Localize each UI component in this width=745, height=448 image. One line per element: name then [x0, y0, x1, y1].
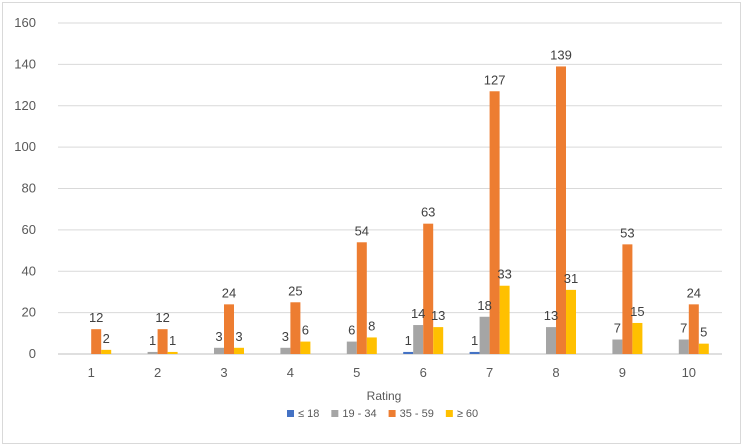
- bar-4-7: [499, 285, 510, 354]
- x-tick-label: 10: [682, 365, 696, 380]
- bar-2-4: [280, 347, 291, 354]
- x-axis-ticks: 1 2 3 4 5 6 7 8 9 10: [88, 365, 696, 380]
- bars: [91, 66, 709, 355]
- data-label: 8: [368, 318, 375, 333]
- y-tick-label: 120: [14, 98, 36, 113]
- data-label: 127: [484, 72, 506, 87]
- data-label: 1: [471, 333, 478, 348]
- bar-3-9: [622, 244, 633, 354]
- data-label: 7: [614, 321, 621, 336]
- bar-2-10: [678, 339, 689, 354]
- bar-3-1: [91, 329, 102, 354]
- legend: ≤ 18 19 - 34 35 - 59 ≥ 60: [287, 408, 478, 420]
- data-label: 12: [89, 310, 103, 325]
- chart-frame: [2, 2, 741, 444]
- x-tick-label: 1: [88, 365, 95, 380]
- data-label: 25: [288, 283, 302, 298]
- x-tick-label: 7: [486, 365, 493, 380]
- data-label: 14: [411, 306, 425, 321]
- y-axis-ticks: 0 20 40 60 80 100 120 140 160: [14, 15, 36, 361]
- legend-swatch: [331, 410, 339, 417]
- legend-swatch: [388, 410, 396, 417]
- x-tick-label: 9: [619, 365, 626, 380]
- y-tick-label: 160: [14, 15, 36, 30]
- y-tick-label: 60: [22, 222, 36, 237]
- data-label: 6: [348, 323, 355, 338]
- bar-4-4: [300, 341, 311, 354]
- data-label: 7: [680, 321, 687, 336]
- bar-4-2: [167, 351, 178, 354]
- legend-label: ≤ 18: [298, 408, 319, 420]
- bar-4-1: [101, 349, 112, 354]
- legend-swatch: [287, 410, 294, 417]
- bar-2-6: [413, 325, 424, 354]
- bar-2-2: [147, 351, 158, 354]
- bar-3-2: [157, 329, 168, 354]
- bar-3-4: [290, 302, 301, 354]
- legend-label: ≥ 60: [457, 408, 478, 420]
- bar-1-6: [403, 351, 414, 354]
- y-tick-label: 40: [22, 263, 36, 278]
- y-tick-label: 80: [22, 181, 36, 196]
- bar-2-3: [214, 347, 224, 354]
- legend-label: 35 - 59: [400, 408, 434, 420]
- data-label: 33: [497, 267, 511, 282]
- bar-4-10: [698, 343, 709, 354]
- data-label: 3: [282, 329, 289, 344]
- data-label: 6: [302, 323, 309, 338]
- legend-label: 19 - 34: [342, 408, 376, 420]
- data-label: 18: [477, 298, 491, 313]
- x-tick-label: 6: [420, 365, 427, 380]
- data-label: 3: [235, 329, 242, 344]
- data-label: 5: [700, 325, 707, 340]
- data-label: 31: [564, 271, 578, 286]
- legend-swatch: [445, 410, 453, 417]
- data-label: 13: [544, 308, 558, 323]
- data-label: 2: [103, 331, 110, 346]
- bar-2-7: [479, 316, 490, 354]
- data-label: 139: [550, 47, 572, 62]
- data-label: 24: [687, 285, 701, 300]
- y-tick-label: 100: [14, 139, 36, 154]
- bar-2-5: [346, 341, 357, 354]
- bar-4-8: [566, 289, 576, 354]
- bar-3-8: [556, 66, 566, 354]
- bar-3-3: [224, 304, 234, 354]
- bar-4-3: [234, 347, 244, 354]
- x-tick-label: 3: [220, 365, 227, 380]
- bar-4-9: [632, 322, 643, 354]
- x-tick-label: 5: [353, 365, 360, 380]
- bar-3-5: [356, 242, 367, 354]
- data-label: 3: [215, 329, 222, 344]
- bar-3-10: [688, 304, 699, 354]
- data-label: 53: [620, 225, 634, 240]
- data-label: 13: [431, 308, 445, 323]
- bar-2-9: [612, 339, 623, 354]
- data-label: 24: [222, 285, 236, 300]
- x-tick-label: 8: [552, 365, 559, 380]
- bar-3-6: [423, 223, 434, 354]
- data-label: 63: [421, 205, 435, 220]
- data-label: 1: [169, 333, 176, 348]
- bar-3-7: [489, 91, 500, 355]
- y-tick-label: 140: [14, 56, 36, 71]
- data-label: 12: [155, 310, 169, 325]
- data-label: 1: [149, 333, 156, 348]
- data-label: 15: [630, 304, 644, 319]
- data-label: 54: [355, 223, 369, 238]
- x-axis-title: Rating: [367, 389, 402, 403]
- y-tick-label: 0: [29, 346, 36, 361]
- x-tick-label: 4: [287, 365, 294, 380]
- bar-4-5: [366, 337, 377, 354]
- data-label: 1: [405, 333, 412, 348]
- bar-4-6: [433, 327, 444, 354]
- bar-1-7: [469, 351, 480, 354]
- x-tick-label: 2: [154, 365, 161, 380]
- y-tick-label: 20: [22, 305, 36, 320]
- bar-2-8: [546, 327, 556, 354]
